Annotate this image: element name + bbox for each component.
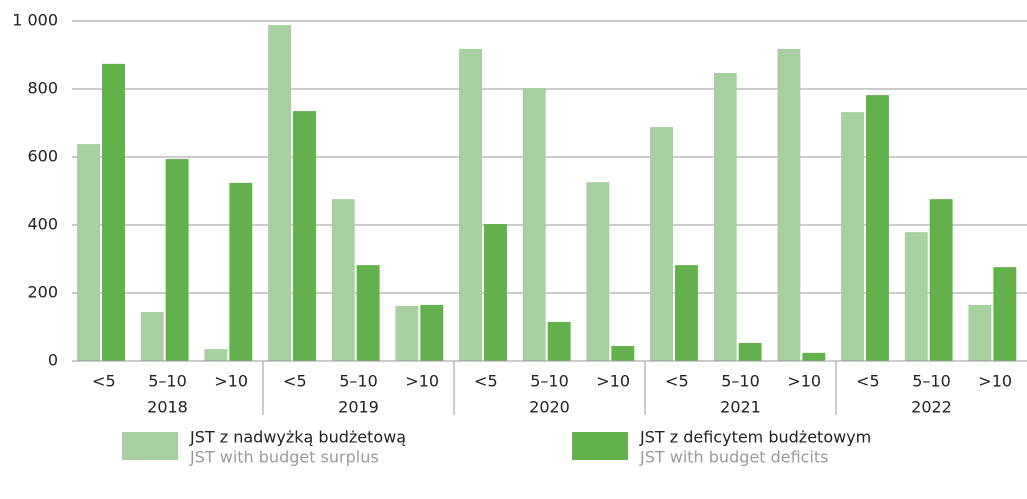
- legend-swatch: [122, 432, 178, 460]
- bar: [102, 63, 125, 362]
- legend-label: JST z nadwyżką budżetową: [189, 428, 406, 447]
- x-tick-label: <5: [474, 372, 498, 391]
- bar: [802, 352, 826, 361]
- bar: [993, 267, 1017, 361]
- x-tick-label: <5: [283, 372, 307, 391]
- bar: [165, 159, 189, 361]
- bar: [866, 95, 889, 362]
- bar: [268, 25, 292, 362]
- bar: [229, 182, 253, 361]
- bar: [586, 182, 610, 361]
- y-tick-label: 0: [48, 351, 58, 370]
- bar: [395, 305, 419, 361]
- x-tick-label: <5: [665, 372, 689, 391]
- y-tick-label: 400: [27, 215, 58, 234]
- bar: [547, 321, 571, 361]
- x-tick-label: >10: [787, 372, 821, 391]
- bar: [904, 232, 928, 361]
- group-label: 2020: [529, 398, 570, 417]
- x-tick-label: >10: [978, 372, 1012, 391]
- bar: [140, 312, 164, 361]
- x-tick-label: 5–10: [148, 372, 187, 391]
- y-tick-label: 600: [27, 147, 58, 166]
- bar: [293, 111, 316, 361]
- bar: [713, 73, 737, 362]
- group-label: 2021: [720, 398, 761, 417]
- bar: [968, 304, 992, 361]
- x-tick-label: >10: [214, 372, 248, 391]
- y-tick-label: 200: [27, 283, 58, 302]
- bar: [77, 144, 101, 361]
- bar: [738, 342, 762, 361]
- bar: [356, 265, 380, 361]
- legend-sublabel: JST with budget deficits: [639, 448, 829, 467]
- x-tick-label: 5–10: [721, 372, 760, 391]
- y-tick-label: 1 000: [12, 11, 58, 30]
- bar: [420, 304, 444, 361]
- legend-label: JST z deficytem budżetowym: [639, 428, 871, 447]
- bar: [929, 199, 953, 361]
- y-tick-label: 800: [27, 79, 58, 98]
- bar: [777, 48, 801, 361]
- x-tick-label: 5–10: [912, 372, 951, 391]
- bar: [841, 112, 865, 362]
- x-tick-label: 5–10: [339, 372, 378, 391]
- group-label: 2018: [147, 398, 188, 417]
- legend-sublabel: JST with budget surplus: [189, 448, 379, 467]
- x-tick-label: <5: [856, 372, 880, 391]
- bar: [650, 127, 674, 361]
- group-label: 2019: [338, 398, 379, 417]
- x-tick-label: >10: [596, 372, 630, 391]
- x-tick-label: 5–10: [530, 372, 569, 391]
- group-label: 2022: [911, 398, 952, 417]
- bar: [484, 223, 507, 361]
- legend-swatch: [572, 432, 628, 460]
- bar: [204, 349, 228, 361]
- bar: [522, 87, 546, 361]
- x-tick-label: <5: [92, 372, 116, 391]
- bar: [459, 48, 483, 361]
- bar: [611, 346, 635, 361]
- x-tick-label: >10: [405, 372, 439, 391]
- bar: [675, 265, 698, 361]
- bar: [331, 199, 355, 361]
